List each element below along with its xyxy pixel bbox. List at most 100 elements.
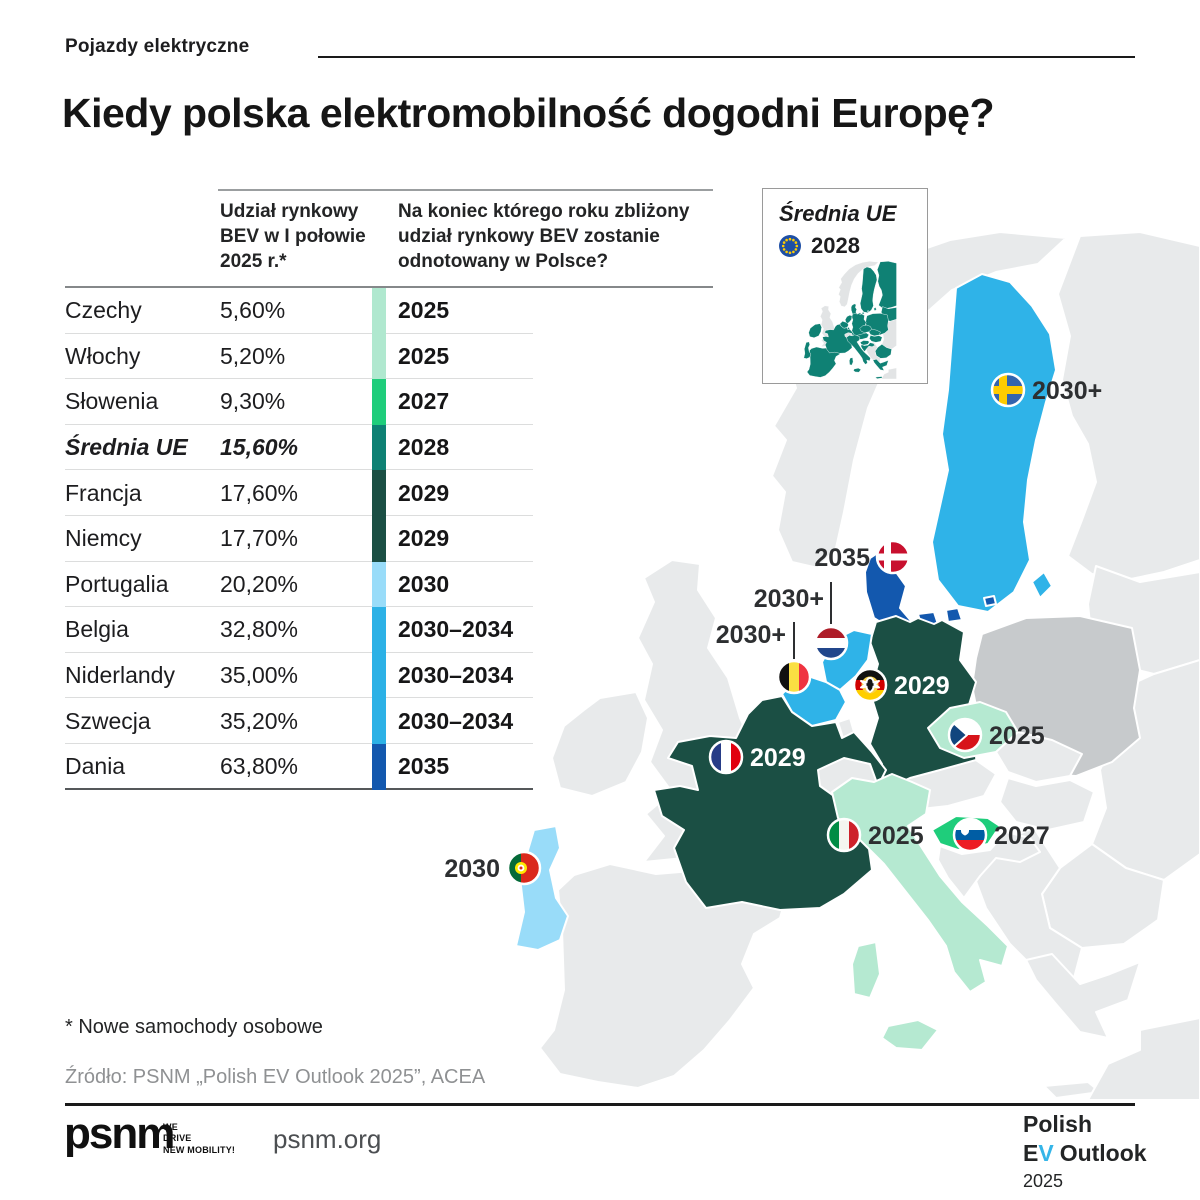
table-row: Czechy 5,60% 2025 xyxy=(65,288,533,334)
row-year: 2030–2034 xyxy=(398,707,514,734)
map-countries xyxy=(803,261,897,379)
table-row: Portugalia 20,20% 2030 xyxy=(65,561,533,608)
table-row: Francja 17,60% 2029 xyxy=(65,470,533,516)
country-gotland xyxy=(1031,571,1053,599)
row-year: 2030 xyxy=(398,570,450,597)
outlook-title-line2: EV Outlook xyxy=(1023,1139,1147,1168)
row-country: Słowenia xyxy=(65,388,159,415)
footnote: * Nowe samochody osobowe xyxy=(65,1016,323,1038)
row-color-bar xyxy=(372,698,386,744)
country-table: Czechy 5,60% 2025 Włochy 5,20% 2025 Słowenia 9,… xyxy=(65,288,533,790)
eu-flag-icon xyxy=(779,235,801,257)
netherlands-year-label: 2030+ xyxy=(754,585,824,613)
row-color-bar xyxy=(372,379,386,425)
netherlands-flag-icon xyxy=(813,625,849,661)
country-turkey xyxy=(1087,1017,1200,1100)
italy-flag-icon xyxy=(826,817,862,853)
row-country: Niderlandy xyxy=(65,662,175,689)
source-note: Źródło: PSNM „Polish EV Outlook 2025”, A… xyxy=(65,1066,486,1088)
eu-average-inset: Średnia UE 2028 xyxy=(762,188,928,384)
country-finland xyxy=(877,261,897,309)
tagline-line: NEW MOBILITY! xyxy=(163,1144,236,1155)
denmark-flag-icon xyxy=(875,539,911,575)
row-share: 15,60% xyxy=(220,434,299,461)
outlook-year: 2025 xyxy=(1023,1170,1064,1191)
table-header-top-rule xyxy=(218,189,713,191)
germany-flag-icon xyxy=(852,667,888,703)
country-bornholm xyxy=(867,310,870,313)
row-share: 20,20% xyxy=(220,570,299,597)
polish-ev-outlook-logo: Polish EV Outlook 2025 xyxy=(1023,1110,1147,1193)
row-country: Belgia xyxy=(65,616,129,643)
table-row: Dania 63,80% 2035 xyxy=(65,743,533,790)
portugal-year-label: 2030 xyxy=(444,855,500,883)
table-row: Belgia 32,80% 2030–2034 xyxy=(65,607,533,653)
germany-year-label: 2029 xyxy=(894,672,950,700)
country-hungary xyxy=(869,335,883,343)
country-sicily xyxy=(881,1019,939,1051)
country-finland xyxy=(1057,231,1200,581)
row-share: 17,60% xyxy=(220,479,299,506)
sweden-year-label: 2030+ xyxy=(1032,377,1102,405)
country-sardinia xyxy=(849,357,854,366)
table-header-rule xyxy=(65,286,713,288)
country-greece xyxy=(872,358,889,371)
row-color-bar xyxy=(372,333,386,380)
table-row: Niderlandy 35,00% 2030–2034 xyxy=(65,652,533,699)
country-sardinia xyxy=(851,941,881,999)
row-color-bar xyxy=(372,288,386,334)
italy-year-label: 2025 xyxy=(868,822,924,850)
country-bornholm xyxy=(983,595,997,607)
france-year-label: 2029 xyxy=(750,744,806,772)
row-color-bar xyxy=(372,515,386,562)
outlook-rest: Outlook xyxy=(1059,1139,1147,1166)
row-color-bar xyxy=(372,743,386,790)
row-country: Niemcy xyxy=(65,525,142,552)
country-sweden xyxy=(931,273,1057,613)
row-country: Średnia UE xyxy=(65,434,188,461)
slovenia-year-label: 2027 xyxy=(994,822,1050,850)
slovenia-flag-icon xyxy=(952,817,988,853)
row-color-bar xyxy=(372,424,386,471)
europe-map: 2030+ 2035 2030+ 2030+ 2029 xyxy=(444,231,1200,1100)
row-country: Dania xyxy=(65,753,126,780)
row-country: Czechy xyxy=(65,297,142,324)
country-gotland xyxy=(873,307,877,312)
row-share: 9,30% xyxy=(220,388,286,415)
country-portugal xyxy=(803,341,812,359)
czechia-flag-icon xyxy=(947,717,983,753)
country-denmark-island xyxy=(945,607,963,623)
table-row: Słowenia 9,30% 2027 xyxy=(65,379,533,425)
country-hungary xyxy=(999,777,1095,831)
outlook-v: V xyxy=(1038,1139,1054,1166)
row-country: Portugalia xyxy=(65,570,169,597)
table-row: Średnia UE 15,60% 2028 xyxy=(65,424,533,471)
country-greece xyxy=(1025,953,1141,1039)
row-year: 2029 xyxy=(398,525,450,552)
country-slovenia xyxy=(859,340,870,346)
table-row: Niemcy 17,70% 2029 xyxy=(65,515,533,562)
psnm-website-link[interactable]: psnm.org xyxy=(273,1124,382,1154)
country-france xyxy=(822,324,855,354)
country-balkans xyxy=(973,827,1083,979)
eyebrow-rule xyxy=(318,56,1135,58)
eu-mini-map xyxy=(803,261,897,379)
country-croatia xyxy=(860,342,876,352)
outlook-title-line1: Polish xyxy=(1023,1111,1093,1137)
row-color-bar xyxy=(372,561,386,608)
row-country: Francja xyxy=(65,479,142,506)
row-country: Włochy xyxy=(65,342,141,369)
denmark-year-label: 2035 xyxy=(814,544,870,572)
country-slovakia xyxy=(995,731,1083,783)
map-annotations: 2030+ 2035 2030+ 2030+ 2029 xyxy=(444,372,1102,886)
row-year: 2025 xyxy=(398,342,450,369)
country-ireland xyxy=(551,691,649,797)
row-year: 2029 xyxy=(398,479,450,506)
tagline-line: WE xyxy=(163,1122,178,1132)
table-header-share: Udział rynkowy BEV w I połowie 2025 r.* xyxy=(220,201,366,273)
tagline-line: DRIVE xyxy=(163,1133,192,1144)
row-year: 2025 xyxy=(398,297,450,324)
outlook-e: E xyxy=(1023,1139,1039,1166)
row-color-bar xyxy=(372,470,386,516)
country-balkans xyxy=(865,341,881,363)
